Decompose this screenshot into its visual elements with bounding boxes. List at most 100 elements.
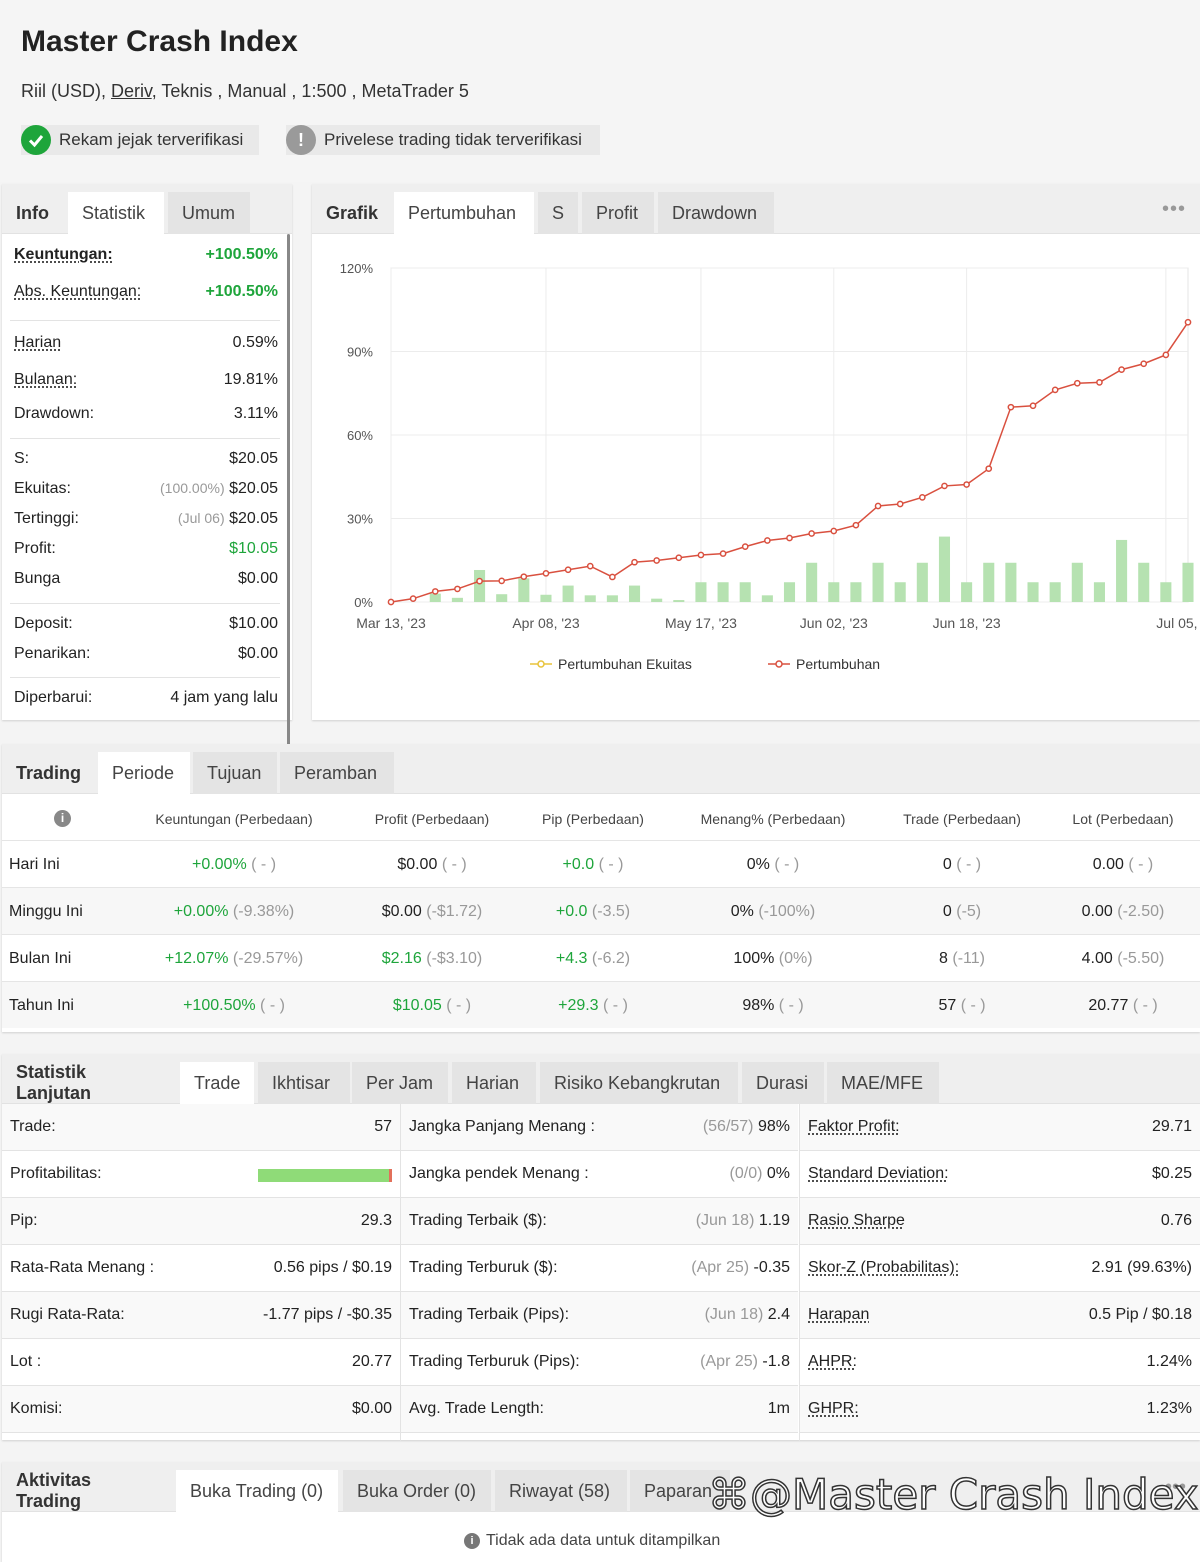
growth-point[interactable] [918, 493, 926, 501]
growth-point[interactable] [719, 550, 727, 557]
profit-bar[interactable] [451, 597, 463, 602]
tab-buka-trading[interactable]: Buka Trading (0) [176, 1470, 338, 1512]
growth-point[interactable] [387, 598, 395, 606]
profit-bar[interactable] [761, 595, 773, 602]
growth-point[interactable] [564, 566, 572, 574]
tab-per-jam[interactable]: Per Jam [352, 1062, 448, 1104]
profit-bar[interactable] [1182, 562, 1194, 602]
growth-point[interactable] [631, 558, 638, 566]
tab-risiko-kebangkrutan[interactable]: Risiko Kebangkrutan [540, 1062, 738, 1104]
tab-harian[interactable]: Harian [452, 1062, 536, 1104]
growth-point[interactable] [476, 577, 483, 585]
growth-point[interactable] [830, 527, 838, 535]
profit-bar[interactable] [606, 595, 618, 602]
profit-bar[interactable] [518, 578, 530, 602]
growth-point[interactable] [1184, 318, 1192, 326]
profit-bar[interactable] [783, 582, 796, 602]
profit-bar[interactable] [983, 562, 995, 602]
broker-link[interactable]: Deriv [111, 81, 152, 101]
profit-bar[interactable] [1138, 562, 1150, 602]
profit-bar[interactable] [584, 595, 596, 602]
profit-bar[interactable] [894, 582, 906, 602]
tab-statistik[interactable]: Statistik [68, 192, 164, 234]
growth-point[interactable] [808, 530, 815, 537]
tab-durasi[interactable]: Durasi [742, 1062, 824, 1104]
column-header[interactable]: Pip (Perbedaan) [542, 811, 644, 827]
tab-buka-order[interactable]: Buka Order (0) [343, 1470, 491, 1512]
info-icon[interactable]: i [54, 810, 71, 827]
growth-point[interactable] [896, 500, 904, 508]
tab-ikhtisar[interactable]: Ikhtisar [258, 1062, 350, 1104]
growth-point[interactable] [1140, 360, 1148, 368]
growth-point[interactable] [963, 481, 970, 488]
info-scrollbar[interactable] [287, 234, 290, 880]
growth-point[interactable] [586, 562, 594, 570]
growth-point[interactable] [741, 543, 749, 550]
tab-statistik-lanjutan[interactable]: Statistik Lanjutan [16, 1062, 91, 1103]
profit-bar[interactable] [540, 594, 552, 602]
tab-grafik[interactable]: Grafik [326, 202, 379, 223]
profit-bar[interactable] [429, 593, 441, 602]
growth-point[interactable] [431, 588, 439, 595]
profit-bar[interactable] [916, 562, 928, 602]
info-row-label[interactable]: Harian [14, 334, 62, 351]
tab-riwayat[interactable]: Riwayat (58) [495, 1470, 627, 1512]
growth-point[interactable] [941, 482, 948, 490]
growth-point[interactable] [874, 502, 882, 510]
growth-point[interactable] [653, 557, 661, 564]
growth-point[interactable] [786, 534, 793, 542]
legend-label[interactable]: Pertumbuhan Ekuitas [558, 656, 692, 672]
profit-bar[interactable] [651, 598, 663, 602]
profit-bar[interactable] [1160, 582, 1172, 602]
growth-point[interactable] [985, 465, 993, 473]
tab-trading[interactable]: Trading [16, 762, 82, 783]
growth-point[interactable] [1162, 351, 1170, 359]
profit-bar[interactable] [1005, 562, 1017, 602]
growth-point[interactable] [542, 569, 550, 577]
growth-point[interactable] [852, 521, 860, 529]
profit-bar[interactable] [961, 582, 973, 602]
tab-profit[interactable]: Profit [582, 192, 654, 234]
profit-bar[interactable] [673, 600, 685, 602]
profit-bar[interactable] [1049, 582, 1061, 602]
profit-bar[interactable] [562, 585, 574, 602]
profit-bar[interactable] [806, 562, 818, 602]
stats-label[interactable]: Skor-Z (Probabilitas): [808, 1259, 960, 1276]
tab-mae-mfe[interactable]: MAE/MFE [827, 1062, 939, 1104]
growth-point[interactable] [454, 585, 461, 593]
tab-umum[interactable]: Umum [168, 192, 250, 234]
growth-point[interactable] [1029, 402, 1037, 410]
growth-point[interactable] [520, 573, 528, 581]
profit-bar[interactable] [1116, 539, 1128, 602]
legend-label[interactable]: Pertumbuhan [796, 656, 880, 672]
growth-point[interactable] [609, 573, 616, 581]
tab-s[interactable]: S [538, 192, 578, 234]
growth-point[interactable] [764, 537, 771, 544]
info-row-label[interactable]: Abs. Keuntungan: [14, 283, 142, 300]
tab-periode[interactable]: Periode [98, 752, 190, 794]
info-row-label[interactable]: Bulanan: [14, 371, 78, 388]
tab-aktivitas-trading[interactable]: Aktivitas Trading [16, 1470, 92, 1511]
stats-label[interactable]: AHPR: [808, 1353, 857, 1370]
column-header[interactable]: Lot (Perbedaan) [1072, 811, 1174, 827]
more-dots-icon[interactable]: ••• [1161, 198, 1186, 220]
tab-paparan[interactable]: Paparan [630, 1470, 730, 1512]
profit-bar[interactable] [850, 582, 862, 602]
profit-bar[interactable] [1071, 562, 1083, 602]
stats-label[interactable]: Rasio Sharpe [808, 1212, 905, 1229]
growth-point[interactable] [1118, 366, 1125, 373]
tab-peramban[interactable]: Peramban [280, 752, 394, 794]
profit-bar[interactable] [1027, 582, 1039, 602]
tab-tujuan[interactable]: Tujuan [193, 752, 277, 794]
profit-bar[interactable] [496, 594, 508, 602]
profit-bar[interactable] [872, 562, 884, 602]
profit-bar[interactable] [1093, 582, 1105, 602]
tab-drawdown[interactable]: Drawdown [658, 192, 774, 234]
info-row-label[interactable]: Keuntungan: [14, 246, 113, 263]
profit-bar[interactable] [938, 536, 951, 602]
column-header[interactable]: Trade (Perbedaan) [903, 811, 1021, 827]
more-dots-icon[interactable]: ••• [1164, 1476, 1186, 1498]
tab-pertumbuhan[interactable]: Pertumbuhan [394, 192, 534, 234]
growth-point[interactable] [697, 551, 705, 559]
profit-bar[interactable] [474, 569, 486, 602]
